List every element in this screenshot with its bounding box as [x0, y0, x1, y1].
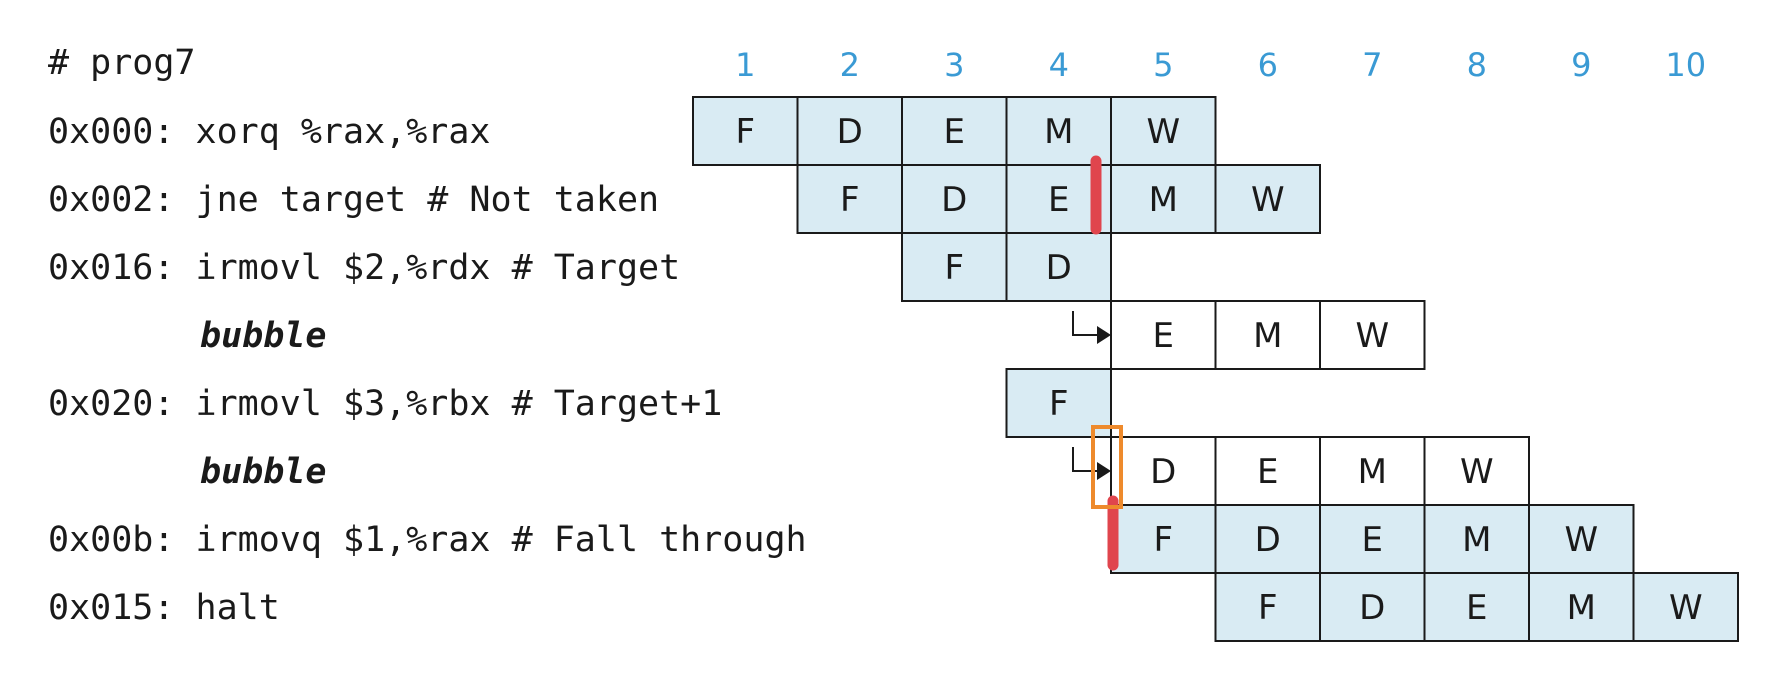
stage-label: F	[840, 180, 860, 220]
stage-cell	[796, 96, 903, 166]
stage-cell	[1319, 504, 1426, 574]
cycle-label: 3	[944, 46, 964, 84]
stage-label: D	[1359, 588, 1385, 628]
cycle-label: 9	[1571, 46, 1591, 84]
stage-cell	[1423, 436, 1530, 506]
stage-cell	[1319, 436, 1426, 506]
stage-label: D	[941, 180, 967, 220]
stage-cell	[1319, 572, 1426, 642]
orange-highlight-box	[1091, 425, 1123, 509]
stage-label: M	[1358, 452, 1387, 492]
hazard-markers	[1090, 155, 1123, 571]
cycle-label: 10	[1665, 46, 1706, 84]
cycle-label: 5	[1153, 46, 1173, 84]
stage-label: E	[1048, 180, 1069, 220]
stage-label: M	[1462, 520, 1491, 560]
stall-arrow	[1072, 311, 1099, 336]
stage-label: W	[1564, 520, 1598, 560]
cycle-header: 1 2 3 4 5 6 7 8 9 10	[735, 46, 1706, 84]
stage-label: F	[1153, 520, 1173, 560]
stage-label: M	[1253, 316, 1282, 356]
instruction-line: 0x016: irmovl $2,%rdx # Target	[48, 248, 680, 288]
stage-label: W	[1251, 180, 1285, 220]
stage-cell	[1423, 572, 1530, 642]
program-title: # prog7	[48, 43, 196, 83]
stage-label: E	[1153, 316, 1174, 356]
stage-label: M	[1149, 180, 1178, 220]
stage-label: M	[1044, 112, 1073, 152]
stage-label: E	[1257, 452, 1278, 492]
instruction-line: 0x00b: irmovq $1,%rax # Fall through	[48, 520, 807, 560]
stall-arrow	[1072, 447, 1099, 472]
cycle-label: 1	[735, 46, 755, 84]
stage-cell	[1110, 164, 1217, 234]
stage-cell	[796, 164, 903, 234]
instruction-line: 0x020: irmovl $3,%rbx # Target+1	[48, 384, 722, 424]
stage-cell	[1214, 436, 1321, 506]
cycle-label: 7	[1362, 46, 1382, 84]
stage-label: M	[1567, 588, 1596, 628]
bubble-label: bubble	[200, 452, 326, 492]
stage-label: D	[1150, 452, 1176, 492]
pipeline-grid: F D E M WF D E M WF DE M WFD E M WF D E M WF D E M W	[692, 96, 1739, 642]
arrow-head-icon	[1097, 462, 1111, 480]
instruction-line: 0x000: xorq %rax,%rax	[48, 112, 491, 152]
stage-cell	[1214, 164, 1321, 234]
cycle-label: 2	[840, 46, 860, 84]
stage-cell	[1319, 300, 1426, 370]
instruction-line: 0x015: halt	[48, 588, 280, 628]
cycle-label: 8	[1467, 46, 1487, 84]
stage-cell	[1214, 504, 1321, 574]
stage-cell	[1110, 300, 1217, 370]
stage-cell	[1110, 504, 1217, 574]
stage-cell	[1214, 300, 1321, 370]
bubble-label: bubble	[200, 316, 326, 356]
arrow-head-icon	[1097, 326, 1111, 344]
stage-cell	[1632, 572, 1739, 642]
stage-label: W	[1460, 452, 1494, 492]
stage-label: E	[1466, 588, 1487, 628]
stage-label: E	[944, 112, 965, 152]
stage-label: F	[944, 248, 964, 288]
stage-label: F	[1049, 384, 1069, 424]
stage-cell	[692, 96, 799, 166]
cycle-label: 6	[1258, 46, 1278, 84]
stage-label: W	[1669, 588, 1703, 628]
stage-label: F	[1258, 588, 1278, 628]
stage-label: W	[1146, 112, 1180, 152]
stage-cell	[1528, 572, 1635, 642]
stage-label: W	[1355, 316, 1389, 356]
cycle-label: 4	[1049, 46, 1069, 84]
stage-label: E	[1362, 520, 1383, 560]
stage-label: D	[837, 112, 863, 152]
stage-label: D	[1046, 248, 1072, 288]
stage-label: D	[1255, 520, 1281, 560]
code-listing: 0x000: xorq %rax,%rax 0x002: jne target #…	[48, 112, 807, 628]
instruction-line: 0x002: jne target # Not taken	[48, 180, 659, 220]
stage-label: F	[735, 112, 755, 152]
stage-cell	[1005, 232, 1112, 302]
